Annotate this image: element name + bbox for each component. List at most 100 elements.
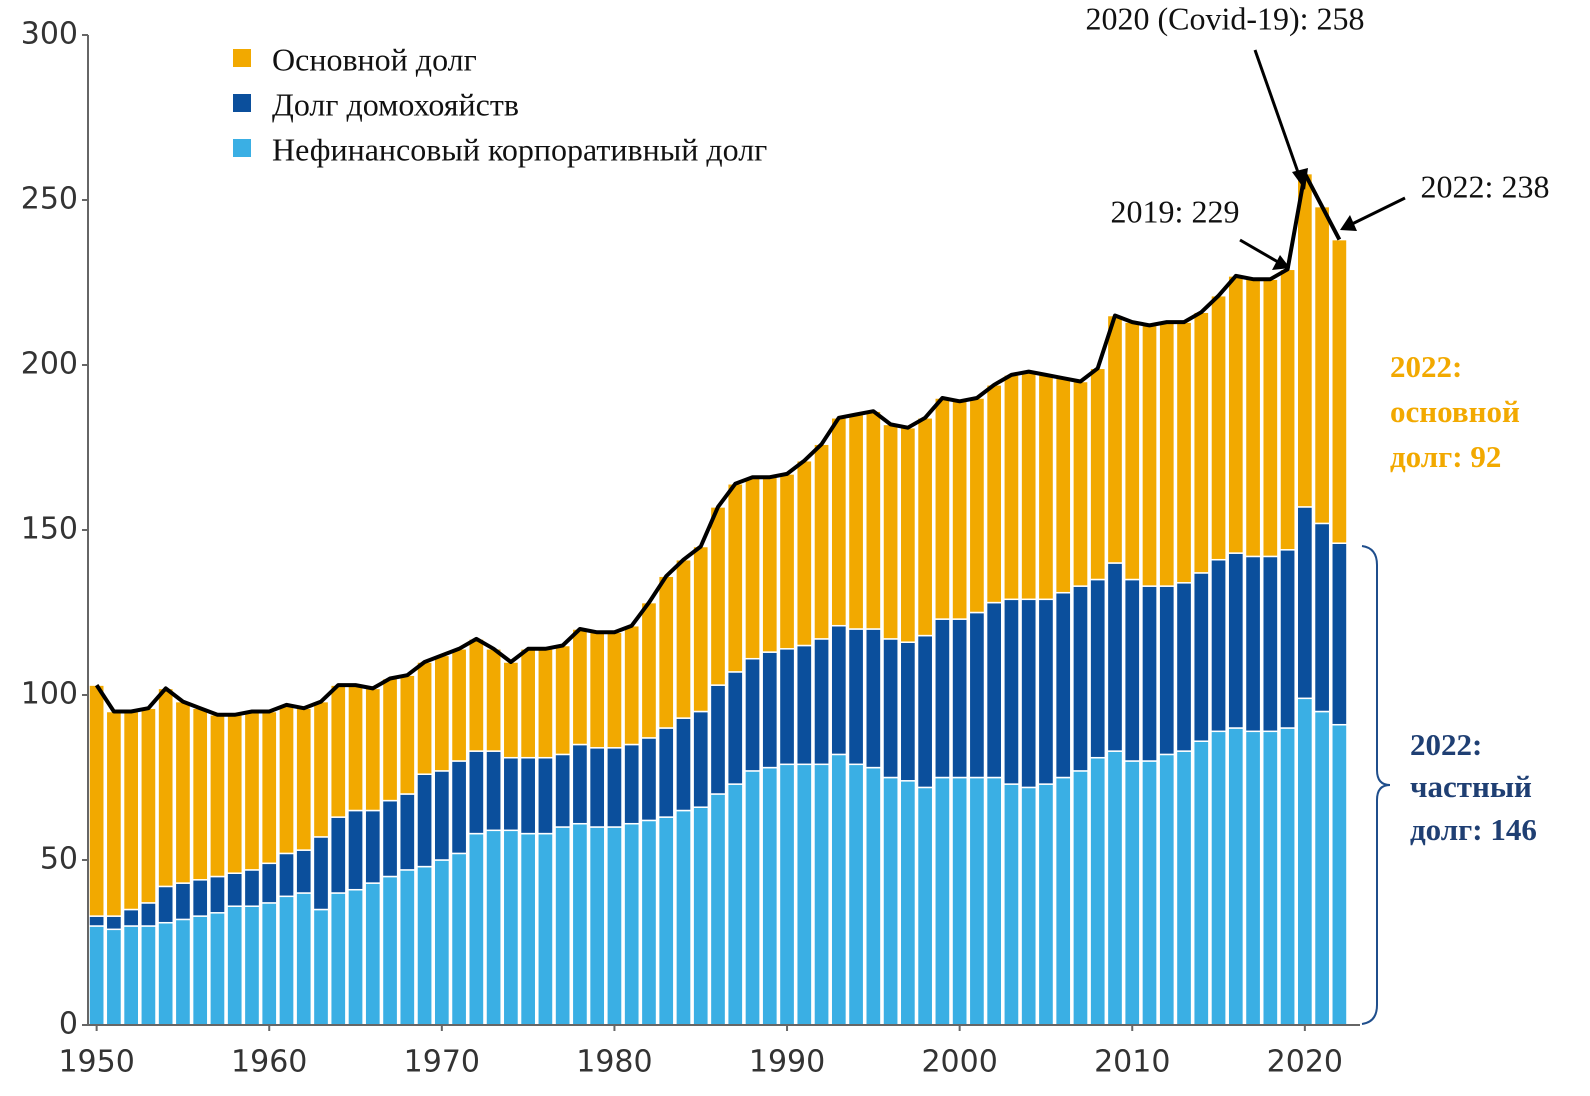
arrow [1239, 238, 1279, 264]
bar-segment [709, 684, 727, 795]
bar-segment [726, 671, 744, 785]
bar-segment [1175, 750, 1193, 1026]
bar-segment [1261, 555, 1279, 733]
bar-segment [209, 912, 226, 1026]
bar-segment [209, 875, 226, 914]
bar-segment [1227, 552, 1245, 729]
bar-segment [606, 826, 623, 1026]
bar-segment [260, 862, 278, 904]
bar-segment [1141, 585, 1158, 762]
bar-segment [640, 737, 658, 822]
bar-segment [416, 661, 433, 775]
bar-segment [519, 648, 537, 759]
bar-segment [329, 684, 347, 818]
x-tick-label: 1950 [58, 1045, 134, 1080]
bar-segment [1106, 750, 1124, 1026]
bar-segment [761, 766, 779, 1026]
bar-segment [502, 829, 520, 1026]
legend-label: Долг домохояйств [272, 86, 519, 122]
bar-segment [226, 905, 244, 1026]
bar-segment [433, 654, 451, 772]
bar-segment [105, 915, 123, 931]
private-label: долг: 146 [1410, 812, 1537, 847]
bar-segment [105, 710, 123, 917]
bar-segment [692, 545, 710, 713]
bar-segment [1331, 542, 1348, 726]
bar-segment [1210, 730, 1227, 1026]
bar-segment [433, 770, 451, 861]
bar-segment [882, 776, 899, 1026]
bar-segment [1037, 783, 1055, 1026]
bar-segment [761, 476, 779, 653]
bar-segment [1089, 756, 1107, 1026]
bar-segment [1141, 324, 1158, 587]
bar-segment [191, 915, 209, 1026]
bar-segment [968, 776, 986, 1026]
private-label: частный [1410, 769, 1532, 804]
bar-segment [882, 423, 899, 640]
x-tick-label: 1980 [576, 1045, 652, 1080]
y-tick-label: 50 [40, 842, 78, 877]
bar-segment [381, 875, 399, 1026]
bar-segment [951, 776, 968, 1026]
bar-segment [692, 806, 710, 1026]
bar-segment [985, 601, 1003, 779]
bar-segment [398, 793, 416, 871]
bar-segment [381, 677, 399, 802]
bar-segment [122, 710, 140, 911]
bar-segment [364, 809, 382, 884]
y-tick-label: 150 [21, 512, 78, 547]
bar-segment [1296, 172, 1314, 508]
bar-segment [226, 714, 244, 874]
bar-segment [450, 852, 468, 1026]
bar-segment [1313, 710, 1331, 1026]
bar-segment [709, 506, 727, 686]
legend-swatch [233, 94, 251, 112]
bar-segment [502, 756, 520, 832]
bar-segment [778, 648, 796, 766]
bar-segment [761, 651, 779, 769]
bar-segment [295, 849, 313, 894]
bar-segment [312, 908, 330, 1026]
bar-segment [329, 816, 347, 894]
bar-segment [1123, 578, 1141, 762]
bar-segment [1054, 776, 1072, 1026]
bar-segment [1054, 591, 1072, 779]
bar-segment [122, 925, 140, 1026]
bar-segment [951, 618, 968, 779]
bar-segment [744, 476, 761, 660]
bar-segment [140, 925, 157, 1026]
arrow [1253, 49, 1302, 179]
x-tick-label: 2000 [921, 1045, 997, 1080]
bar-segment [537, 648, 554, 759]
bar-segment [916, 634, 934, 789]
bar-segment [554, 826, 572, 1026]
bar-segment [830, 753, 848, 1026]
bar-segment [795, 763, 813, 1026]
bar-segment [329, 892, 347, 1026]
bar-segment [864, 766, 882, 1026]
x-tick-label: 1970 [404, 1045, 480, 1080]
bars [88, 172, 1348, 1026]
bar-segment [88, 925, 105, 1026]
bar-segment [416, 773, 433, 868]
bar-segment [1089, 367, 1107, 581]
bar-segment [916, 417, 934, 637]
legend-swatch [233, 49, 251, 67]
bar-segment [312, 836, 330, 911]
bar-segment [1175, 582, 1193, 752]
bar-segment [1192, 572, 1210, 742]
bar-segment [830, 417, 848, 627]
bar-segment [709, 793, 727, 1026]
bar-segment [985, 776, 1003, 1026]
bar-segment [468, 750, 485, 835]
bar-segment [312, 700, 330, 838]
bar-segment [847, 763, 865, 1026]
bar-segment [140, 902, 157, 927]
bar-segment [934, 397, 951, 620]
bar-segment [571, 628, 589, 746]
y-tick-label: 0 [59, 1007, 78, 1042]
bar-segment [726, 483, 744, 673]
bar-segment [1192, 740, 1210, 1026]
bar-segment [1261, 278, 1279, 558]
